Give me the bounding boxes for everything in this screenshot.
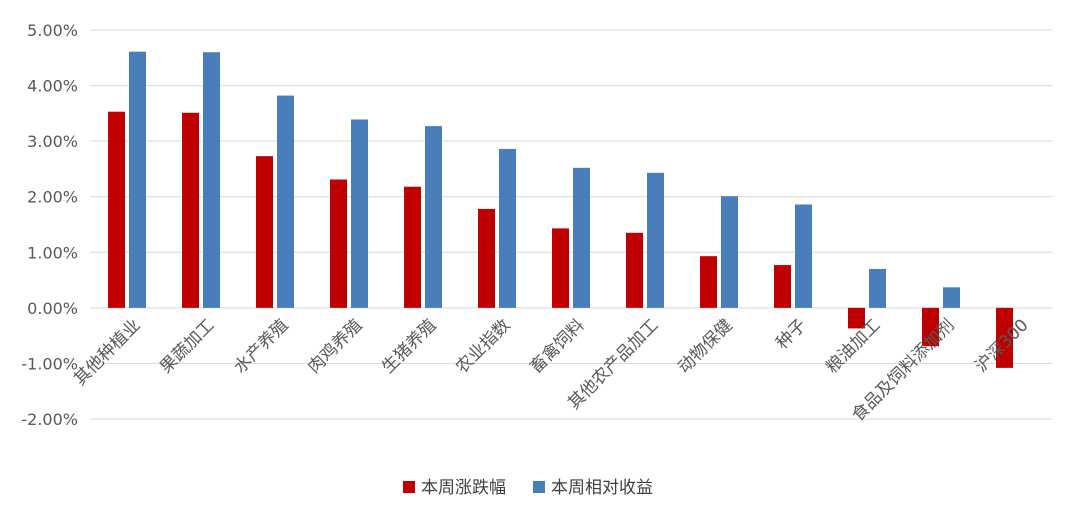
bar-series-1	[478, 208, 495, 308]
x-category-label: 水产养殖	[230, 315, 292, 377]
bar-series-1	[404, 186, 421, 308]
y-axis-labels: 5.00% 4.00% 3.00% 2.00% 1.00% 0.00% -1.00% -2.0…	[21, 21, 78, 429]
bar-series-1	[182, 112, 199, 308]
y-tick-label: 1.00%	[27, 243, 78, 262]
bar-series-1	[330, 179, 347, 308]
bar-series-2	[351, 119, 368, 308]
legend-swatch-series-2	[533, 481, 545, 493]
y-tick-label: 0.00%	[27, 299, 78, 318]
legend-swatch-series-1	[403, 481, 415, 493]
y-tick-label: 3.00%	[27, 132, 78, 151]
x-category-label: 其他种植业	[70, 315, 144, 389]
bar-series-1	[552, 228, 569, 308]
bar-series-2	[203, 52, 220, 308]
bar-series-2	[573, 167, 590, 308]
bar-series-1	[996, 307, 1013, 368]
bar-series-2	[647, 172, 664, 308]
bar-series-2	[425, 126, 442, 308]
bar-series-1	[626, 232, 643, 308]
bar-series-1	[108, 111, 125, 308]
bar-series-1	[700, 256, 717, 308]
x-category-label: 农业指数	[452, 315, 514, 377]
bar-series-1	[848, 307, 865, 329]
x-category-label: 果蔬加工	[156, 315, 218, 377]
x-category-label: 种子	[772, 315, 810, 353]
x-category-label: 肉鸡养殖	[304, 315, 366, 377]
bar-series-2	[499, 148, 516, 308]
legend-label-series-2: 本周相对收益	[551, 478, 653, 498]
y-tick-label: 4.00%	[27, 77, 78, 96]
bar-series-2	[277, 95, 294, 308]
bar-series-2	[795, 204, 812, 308]
y-tick-label: -1.00%	[21, 354, 78, 373]
bar-series-1	[256, 156, 273, 308]
bar-series-2	[129, 51, 146, 308]
y-tick-label: 2.00%	[27, 188, 78, 207]
bar-series-2	[721, 196, 738, 308]
legend-label-series-1: 本周涨跌幅	[421, 478, 506, 498]
x-category-label: 动物保健	[674, 315, 736, 377]
legend: 本周涨跌幅 本周相对收益	[403, 478, 653, 498]
bar-series-2	[869, 268, 886, 308]
x-category-label: 畜禽饲料	[526, 315, 588, 377]
gridlines	[90, 29, 1052, 420]
y-tick-label: -2.00%	[21, 410, 78, 429]
bar-series-2	[943, 287, 960, 308]
bars	[108, 51, 1013, 368]
x-category-label: 生猪养殖	[378, 315, 440, 377]
y-tick-label: 5.00%	[27, 21, 78, 40]
bar-series-1	[774, 265, 791, 308]
bar-series-1	[922, 307, 939, 347]
